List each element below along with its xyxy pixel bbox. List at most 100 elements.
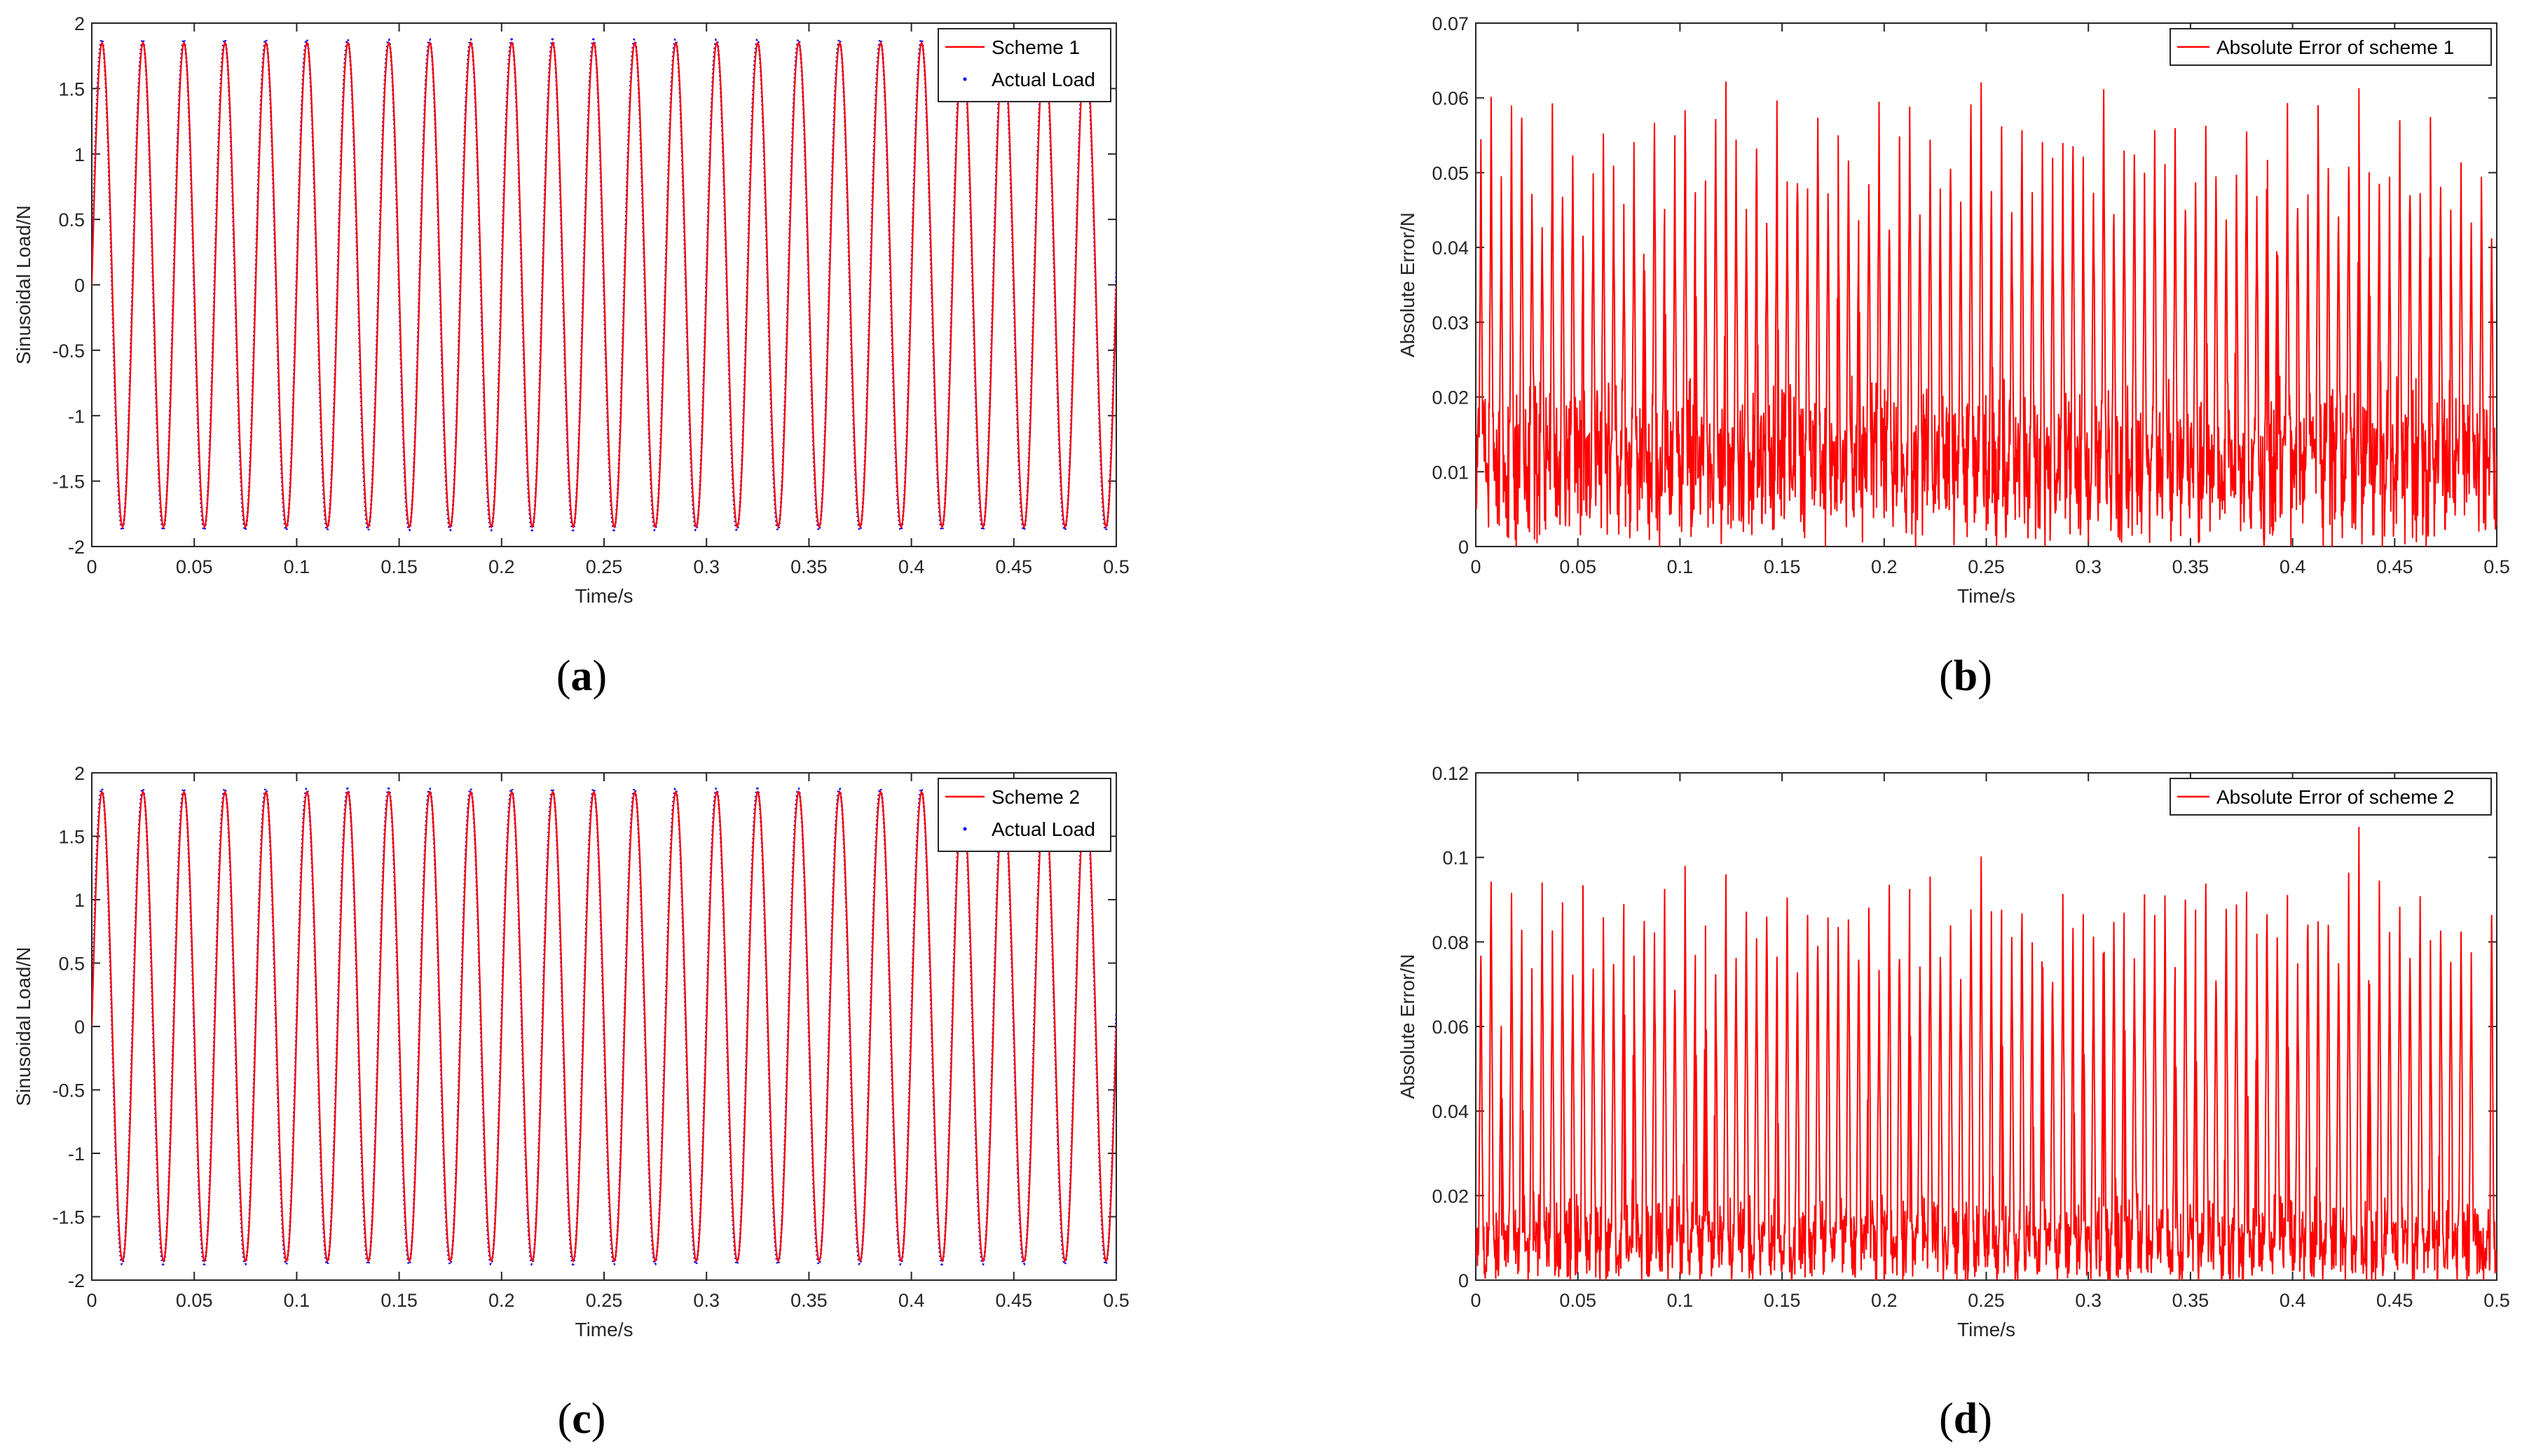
y-tick-label: 0.07: [1432, 13, 1469, 34]
caption-paren-open: (: [1939, 652, 1954, 700]
y-tick-label: 0: [74, 275, 85, 296]
y-tick-label: 1.5: [58, 827, 85, 848]
y-axis-label: Absolute Error/N: [1397, 212, 1418, 357]
caption-paren-close: ): [593, 652, 608, 700]
y-tick-label: -1.5: [52, 472, 85, 493]
panel-d: 0 0.05 0.1 0.15 0.2 0.25 0.3 0.35 0.4 0.45 0.5 0 0.0…: [1397, 763, 2510, 1443]
x-tick-label: 0.05: [176, 556, 213, 577]
y-tick-label: 0.01: [1432, 462, 1469, 483]
y-tick-label: 0.12: [1432, 763, 1469, 784]
legend-label: Absolute Error of scheme 1: [2216, 36, 2454, 58]
legend-label: Scheme 2: [992, 786, 1080, 808]
y-tick-label: 0.02: [1432, 387, 1469, 408]
legend-label: Scheme 1: [992, 36, 1080, 58]
x-tick-label: 0.5: [2483, 1290, 2510, 1311]
x-axis-label: Time/s: [1957, 1319, 2015, 1340]
legend-box: [2170, 778, 2492, 816]
legend-label: Actual Load: [992, 69, 1095, 90]
legend-box: [938, 28, 1111, 102]
caption-paren-close: ): [591, 1395, 606, 1443]
x-tick-label: 0.4: [898, 556, 925, 577]
y-tick-label: 0.06: [1432, 88, 1469, 109]
y-tick-label: 0.02: [1432, 1186, 1469, 1207]
x-tick-label: 0.5: [1103, 1290, 1130, 1311]
x-tick-label: 0.3: [2075, 1290, 2102, 1311]
y-tick-label: 0: [74, 1017, 85, 1038]
x-tick-label: 0.45: [2376, 1290, 2413, 1311]
x-tick-label: 0.25: [1968, 556, 2005, 577]
series-scheme: [92, 41, 1116, 529]
caption-letter: c: [572, 1395, 591, 1443]
x-tick-label: 0.1: [284, 556, 310, 577]
x-tick-label: 0: [86, 1290, 97, 1311]
y-tick-label: 0.06: [1432, 1017, 1469, 1038]
x-tick-label: 0.2: [1871, 556, 1898, 577]
x-tick-label: 0.3: [693, 1290, 720, 1311]
caption-letter: b: [1954, 652, 1978, 700]
x-tick-label: 0.4: [898, 1290, 925, 1311]
legend-label: Actual Load: [992, 818, 1095, 840]
x-tick-label: 0.15: [1764, 1290, 1801, 1311]
x-tick-label: 0.15: [381, 556, 418, 577]
legend-box: [938, 778, 1111, 852]
x-tick-label: 0.4: [2280, 1290, 2306, 1311]
series-absolute-error: [1476, 827, 2497, 1280]
x-tick-label: 0.3: [693, 556, 720, 577]
y-tick-label: -2: [68, 1270, 85, 1291]
x-axis-label: Time/s: [575, 1319, 633, 1340]
y-tick-label: -0.5: [52, 341, 85, 362]
x-tick-label: 0.35: [2172, 556, 2209, 577]
legend-marker: [963, 77, 967, 81]
x-tick-label: 0.15: [381, 1290, 418, 1311]
y-tick-label: 0.05: [1432, 163, 1469, 184]
legend: Absolute Error of scheme 2: [2170, 778, 2492, 816]
legend-label: Absolute Error of scheme 2: [2216, 786, 2454, 808]
y-tick-label: -2: [68, 537, 85, 558]
x-tick-label: 0.35: [790, 1290, 828, 1311]
y-tick-label: 0.04: [1432, 238, 1469, 259]
panel-caption: (d): [1939, 1395, 1992, 1443]
series-absolute-error: [1476, 81, 2497, 547]
y-tick-label: -0.5: [52, 1080, 85, 1101]
x-tick-label: 0.25: [586, 556, 623, 577]
y-tick-label: 2: [74, 13, 85, 34]
panel-caption: (c): [558, 1395, 606, 1443]
x-tick-label: 0.5: [2483, 556, 2510, 577]
axes-box: [1475, 772, 2497, 1281]
caption-paren-open: (: [556, 652, 571, 700]
y-tick-label: -1: [68, 406, 85, 427]
caption-paren-close: ): [1978, 1395, 1992, 1443]
legend: Scheme 2 Actual Load: [938, 778, 1111, 852]
x-tick-label: 0: [1470, 556, 1481, 577]
y-tick-label: 0.04: [1432, 1101, 1469, 1122]
x-tick-label: 0.1: [1667, 556, 1694, 577]
x-tick-label: 0.1: [1667, 1290, 1694, 1311]
x-tick-label: 0.45: [996, 1290, 1033, 1311]
x-tick-label: 0.05: [176, 1290, 213, 1311]
caption-paren-close: ): [1978, 652, 1992, 700]
y-axis-label: Absolute Error/N: [1397, 954, 1418, 1099]
y-tick-label: 0.03: [1432, 313, 1469, 334]
x-tick-label: 0.2: [488, 556, 515, 577]
y-tick-label: 0.5: [58, 954, 85, 975]
x-tick-label: 0.05: [1559, 1290, 1596, 1311]
x-tick-label: 0.15: [1764, 556, 1801, 577]
panel-a: 0 0.05 0.1 0.15 0.2 0.25 0.3 0.35 0.4 0.45 0.5 -2 -1…: [13, 13, 1130, 700]
y-tick-label: 0.5: [58, 210, 85, 231]
y-tick-label: 2: [74, 763, 85, 784]
x-tick-label: 0.2: [488, 1290, 515, 1311]
x-tick-label: 0.25: [1968, 1290, 2005, 1311]
x-tick-label: 0.35: [790, 556, 828, 577]
x-tick-label: 0.35: [2172, 1290, 2209, 1311]
caption-letter: d: [1954, 1395, 1978, 1443]
x-axis-label: Time/s: [575, 585, 633, 607]
legend-marker: [963, 827, 967, 831]
x-tick-label: 0.05: [1559, 556, 1596, 577]
y-tick-label: 0: [1458, 537, 1469, 558]
legend: Absolute Error of scheme 1: [2170, 28, 2492, 66]
x-tick-label: 0.2: [1871, 1290, 1898, 1311]
y-tick-label: -1.5: [52, 1207, 85, 1228]
panel-caption: (b): [1939, 652, 1992, 700]
y-tick-label: 1.5: [58, 78, 85, 99]
